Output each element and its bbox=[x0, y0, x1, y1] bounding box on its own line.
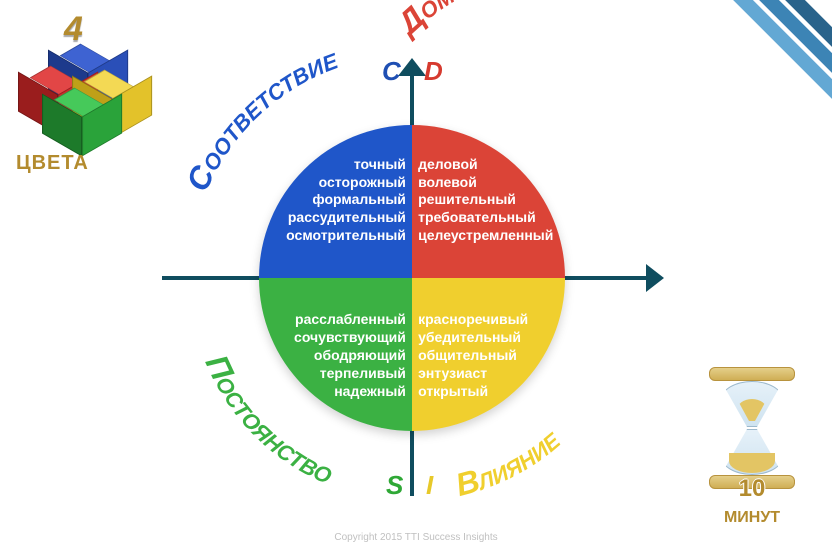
trait-text: деловой bbox=[418, 156, 553, 174]
trait-text: надежный bbox=[294, 383, 406, 401]
outer-label-d: ДОМИНИРОВАНИЕ bbox=[388, 0, 612, 43]
trait-text: красноречивый bbox=[418, 311, 528, 329]
traits-c: точныйосторожныйформальныйрассудительный… bbox=[286, 156, 406, 246]
trait-text: целеустремленный bbox=[418, 227, 553, 245]
trait-text: волевой bbox=[418, 174, 553, 192]
trait-text: открытый bbox=[418, 383, 528, 401]
trait-text: рассудительный bbox=[286, 209, 406, 227]
disc-chart: точныйосторожныйформальныйрассудительный… bbox=[0, 0, 832, 547]
copyright-text: Copyright 2015 TTI Success Insights bbox=[0, 532, 832, 543]
trait-text: ободряющий bbox=[294, 347, 406, 365]
traits-s: расслабленныйсочувствующийободряющийтерп… bbox=[294, 311, 406, 401]
traits-i: красноречивыйубедительныйобщительныйэнту… bbox=[418, 311, 528, 401]
disc-circle: точныйосторожныйформальныйрассудительный… bbox=[259, 125, 565, 431]
traits-d: деловойволевойрешительныйтребовательныйц… bbox=[418, 156, 553, 246]
trait-text: осторожный bbox=[286, 174, 406, 192]
trait-text: терпеливый bbox=[294, 365, 406, 383]
trait-text: решительный bbox=[418, 191, 553, 209]
trait-text: точный bbox=[286, 156, 406, 174]
trait-text: энтузиаст bbox=[418, 365, 528, 383]
trait-text: формальный bbox=[286, 191, 406, 209]
axis-letter-d: D bbox=[424, 56, 443, 87]
trait-text: сочувствующий bbox=[294, 329, 406, 347]
trait-text: расслабленный bbox=[294, 311, 406, 329]
stage: 4 ЦВЕТА 10 МИНУТ bbox=[0, 0, 832, 547]
axis-letter-c: C bbox=[382, 56, 401, 87]
outer-label-i: ВЛИЯНИЕ bbox=[452, 427, 566, 503]
axis-letter-i: I bbox=[426, 470, 433, 501]
trait-text: общительный bbox=[418, 347, 528, 365]
axis-letter-s: S bbox=[386, 470, 403, 501]
trait-text: требовательный bbox=[418, 209, 553, 227]
trait-text: осмотрительный bbox=[286, 227, 406, 245]
trait-text: убедительный bbox=[418, 329, 528, 347]
